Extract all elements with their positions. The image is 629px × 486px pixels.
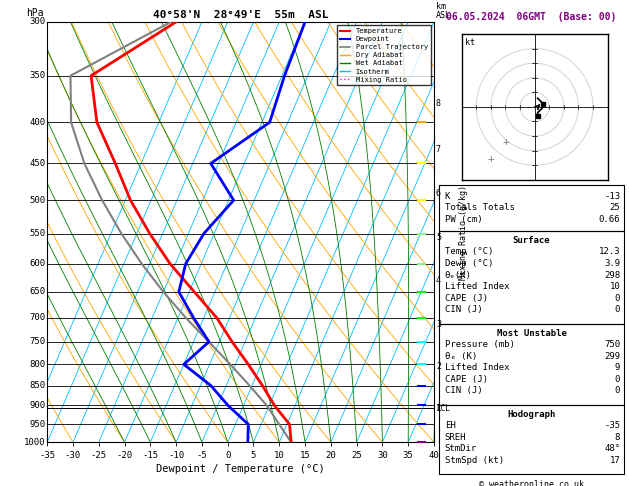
- Text: 6: 6: [436, 190, 441, 198]
- Text: 400: 400: [29, 118, 45, 127]
- Text: 450: 450: [29, 159, 45, 168]
- Text: EH: EH: [445, 421, 455, 430]
- Text: 750: 750: [604, 340, 620, 349]
- Text: StmSpd (kt): StmSpd (kt): [445, 456, 504, 465]
- Text: +: +: [502, 137, 509, 147]
- Text: 550: 550: [29, 229, 45, 238]
- Text: Pressure (mb): Pressure (mb): [445, 340, 515, 349]
- Text: 299: 299: [604, 352, 620, 361]
- Text: 1: 1: [436, 404, 441, 413]
- Text: 10: 10: [610, 282, 620, 291]
- Text: CAPE (J): CAPE (J): [445, 294, 487, 303]
- Text: 48°: 48°: [604, 444, 620, 453]
- Text: Lifted Index: Lifted Index: [445, 364, 509, 372]
- Text: 0: 0: [615, 375, 620, 384]
- Text: 300: 300: [29, 17, 45, 26]
- Text: 350: 350: [29, 71, 45, 80]
- Text: 800: 800: [29, 360, 45, 369]
- Text: 5: 5: [436, 233, 441, 242]
- Text: 650: 650: [29, 287, 45, 296]
- Text: km
ASL: km ASL: [436, 2, 451, 20]
- Text: 3.9: 3.9: [604, 259, 620, 268]
- Text: kt: kt: [465, 38, 475, 48]
- Text: 9: 9: [615, 364, 620, 372]
- Text: CIN (J): CIN (J): [445, 305, 482, 314]
- Text: Most Unstable: Most Unstable: [496, 329, 567, 337]
- Text: 06.05.2024  06GMT  (Base: 00): 06.05.2024 06GMT (Base: 00): [447, 12, 616, 22]
- Text: +: +: [487, 155, 494, 164]
- Text: 500: 500: [29, 196, 45, 205]
- Text: Surface: Surface: [513, 236, 550, 245]
- Text: PW (cm): PW (cm): [445, 215, 482, 224]
- Text: 4: 4: [436, 277, 441, 285]
- Text: 750: 750: [29, 337, 45, 347]
- Text: © weatheronline.co.uk: © weatheronline.co.uk: [479, 480, 584, 486]
- Text: 8: 8: [615, 433, 620, 442]
- Text: Dewp (°C): Dewp (°C): [445, 259, 493, 268]
- Text: Lifted Index: Lifted Index: [445, 282, 509, 291]
- Bar: [439, 405, 624, 474]
- Bar: [439, 185, 624, 231]
- Text: Mixing Ratio (g/kg): Mixing Ratio (g/kg): [459, 185, 468, 279]
- Text: 12.3: 12.3: [599, 247, 620, 257]
- Bar: [439, 324, 624, 405]
- Text: 700: 700: [29, 313, 45, 322]
- Text: Hodograph: Hodograph: [508, 410, 555, 418]
- Text: LCL: LCL: [436, 404, 450, 413]
- Text: K: K: [445, 192, 450, 201]
- Text: 950: 950: [29, 420, 45, 429]
- Text: 25: 25: [610, 203, 620, 212]
- Text: Totals Totals: Totals Totals: [445, 203, 515, 212]
- Text: 850: 850: [29, 381, 45, 390]
- Text: 7: 7: [436, 145, 441, 154]
- Text: hPa: hPa: [26, 8, 43, 17]
- Text: 900: 900: [29, 401, 45, 410]
- Text: -13: -13: [604, 192, 620, 201]
- Text: 2: 2: [436, 362, 441, 371]
- Text: 1000: 1000: [24, 438, 45, 447]
- Text: 0.66: 0.66: [599, 215, 620, 224]
- Text: 8: 8: [436, 99, 441, 108]
- Text: 3: 3: [436, 320, 441, 329]
- Text: 298: 298: [604, 271, 620, 279]
- Text: CAPE (J): CAPE (J): [445, 375, 487, 384]
- Text: -35: -35: [604, 421, 620, 430]
- Text: SREH: SREH: [445, 433, 466, 442]
- Text: 0: 0: [615, 305, 620, 314]
- X-axis label: Dewpoint / Temperature (°C): Dewpoint / Temperature (°C): [156, 465, 325, 474]
- Text: θₑ(K): θₑ(K): [445, 271, 472, 279]
- Text: CIN (J): CIN (J): [445, 386, 482, 396]
- Legend: Temperature, Dewpoint, Parcel Trajectory, Dry Adiabat, Wet Adiabat, Isotherm, Mi: Temperature, Dewpoint, Parcel Trajectory…: [337, 25, 430, 86]
- Text: Temp (°C): Temp (°C): [445, 247, 493, 257]
- Text: 600: 600: [29, 260, 45, 268]
- Text: 0: 0: [615, 294, 620, 303]
- Text: 17: 17: [610, 456, 620, 465]
- Text: StmDir: StmDir: [445, 444, 477, 453]
- Text: 0: 0: [615, 386, 620, 396]
- Bar: [439, 231, 624, 324]
- Title: 40°58'N  28°49'E  55m  ASL: 40°58'N 28°49'E 55m ASL: [153, 10, 328, 20]
- Text: θₑ (K): θₑ (K): [445, 352, 477, 361]
